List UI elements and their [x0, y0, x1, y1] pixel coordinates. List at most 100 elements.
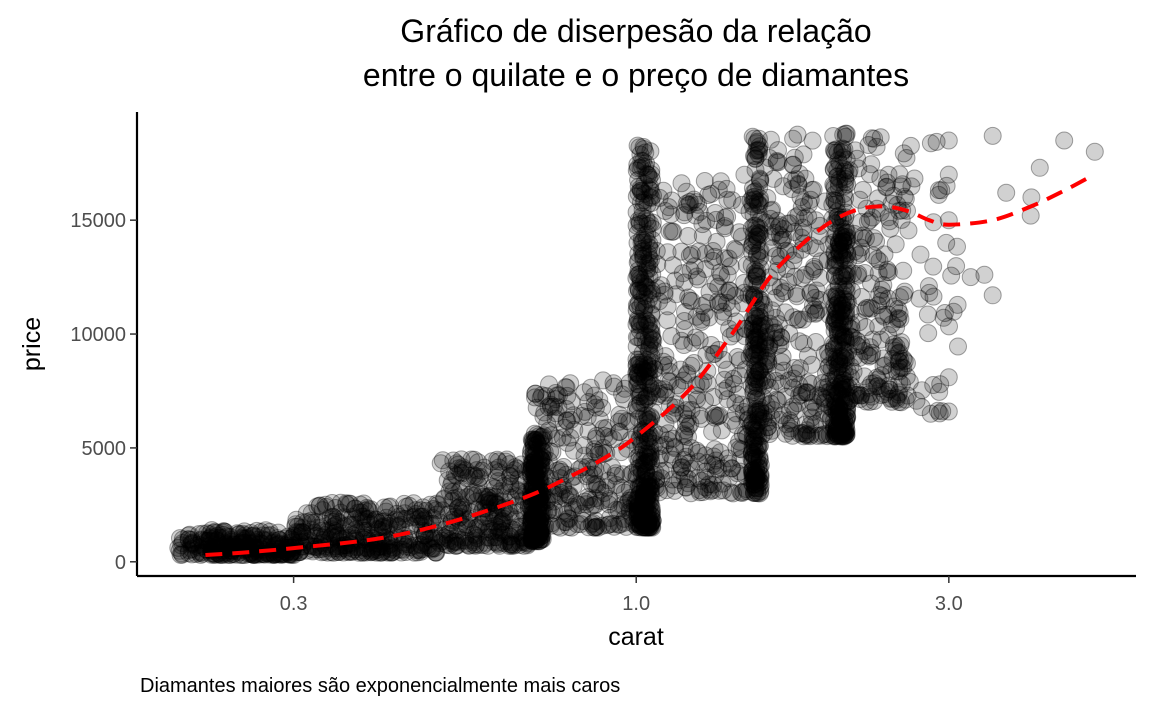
scatter-point: [961, 268, 980, 287]
scatter-point: [526, 511, 545, 530]
scatter-point: [537, 387, 556, 406]
scatter-point: [523, 453, 542, 472]
scatter-point: [466, 519, 485, 538]
y-axis-title: price: [18, 317, 46, 371]
scatter-point: [508, 518, 527, 537]
scatter-point: [458, 469, 477, 488]
scatter-point: [293, 513, 312, 532]
scatter-point: [424, 500, 443, 518]
scatter-point: [347, 520, 366, 539]
scatter-point: [530, 513, 549, 532]
scatter-point: [600, 492, 619, 510]
scatter-point: [280, 545, 299, 564]
scatter-point: [676, 478, 695, 497]
x-axis-title: carat: [608, 623, 664, 651]
scatter-point: [852, 244, 870, 263]
scatter-point: [492, 523, 511, 542]
scatter-point: [445, 465, 464, 484]
scatter-point: [481, 528, 499, 547]
scatter-point: [629, 279, 648, 298]
scatter-point: [381, 514, 399, 533]
scatter-point: [476, 533, 495, 552]
scatter-point: [650, 292, 669, 311]
scatter-point: [453, 500, 472, 519]
scatter-point: [693, 226, 712, 245]
scatter-point: [486, 487, 505, 506]
scatter-point: [530, 522, 549, 541]
scatter-point: [469, 475, 488, 494]
scatter-point: [474, 536, 493, 554]
scatter-point: [373, 542, 392, 561]
scatter-point: [651, 446, 670, 465]
scatter-point: [450, 497, 469, 516]
scatter-point: [635, 140, 653, 158]
scatter-point: [585, 386, 604, 405]
scatter-point: [527, 431, 545, 450]
scatter-point: [586, 489, 605, 508]
scatter-point: [410, 535, 429, 554]
scatter-point: [489, 472, 508, 491]
scatter-point: [624, 514, 643, 533]
y-tick-label: 5000: [82, 438, 127, 460]
scatter-point: [527, 506, 545, 525]
scatter-point: [662, 222, 681, 241]
scatter-point: [491, 514, 510, 533]
scatter-point: [392, 543, 411, 562]
scatter-point: [509, 470, 528, 489]
scatter-point: [324, 507, 342, 526]
scatter-point: [853, 181, 872, 199]
scatter-point: [615, 513, 634, 532]
scatter-point: [761, 209, 780, 228]
scatter-point: [524, 529, 542, 548]
scatter-point: [706, 204, 725, 222]
scatter-point: [531, 523, 550, 542]
scatter-point: [423, 539, 442, 558]
scatter-point: [438, 525, 457, 544]
scatter-point: [581, 378, 600, 397]
scatter-point: [179, 530, 198, 549]
scatter-point: [435, 489, 454, 508]
scatter-point: [489, 523, 508, 542]
scatter-point: [524, 506, 543, 525]
scatter-point: [594, 371, 613, 390]
scatter-point: [386, 510, 405, 529]
scatter-point: [560, 510, 579, 528]
scatter-point: [778, 214, 797, 233]
scatter-point: [329, 525, 347, 544]
scatter-point: [524, 446, 543, 465]
scatter-point: [473, 461, 492, 480]
scatter-point: [550, 487, 569, 505]
scatter-point: [530, 512, 549, 531]
scatter-point: [523, 527, 542, 546]
scatter-point: [557, 378, 576, 397]
scatter-point: [702, 184, 721, 203]
scatter-point: [524, 507, 543, 526]
scatter-point: [246, 533, 265, 552]
scatter-point: [875, 245, 894, 264]
scatter-point: [524, 466, 543, 485]
scatter-point: [198, 524, 216, 543]
scatter-point: [533, 442, 552, 461]
scatter-point: [524, 528, 543, 547]
scatter-point: [554, 458, 573, 476]
scatter-point: [523, 531, 542, 550]
scatter-point: [529, 510, 548, 529]
scatter-point: [632, 207, 651, 226]
scatter-point: [501, 535, 520, 554]
scatter-point: [173, 530, 192, 549]
scatter-point: [593, 461, 612, 480]
scatter-point: [463, 483, 482, 502]
scatter-point: [478, 528, 497, 547]
scatter-point: [286, 517, 305, 536]
scatter-point: [918, 305, 937, 324]
scatter-point: [391, 540, 410, 559]
scatter-point: [527, 518, 546, 537]
scatter-point: [527, 433, 546, 452]
scatter-point: [205, 522, 224, 541]
scatter-point: [510, 535, 529, 554]
scatter-point: [461, 485, 480, 504]
scatter-point: [529, 526, 548, 545]
scatter-point: [528, 458, 547, 477]
scatter-point: [523, 460, 542, 479]
